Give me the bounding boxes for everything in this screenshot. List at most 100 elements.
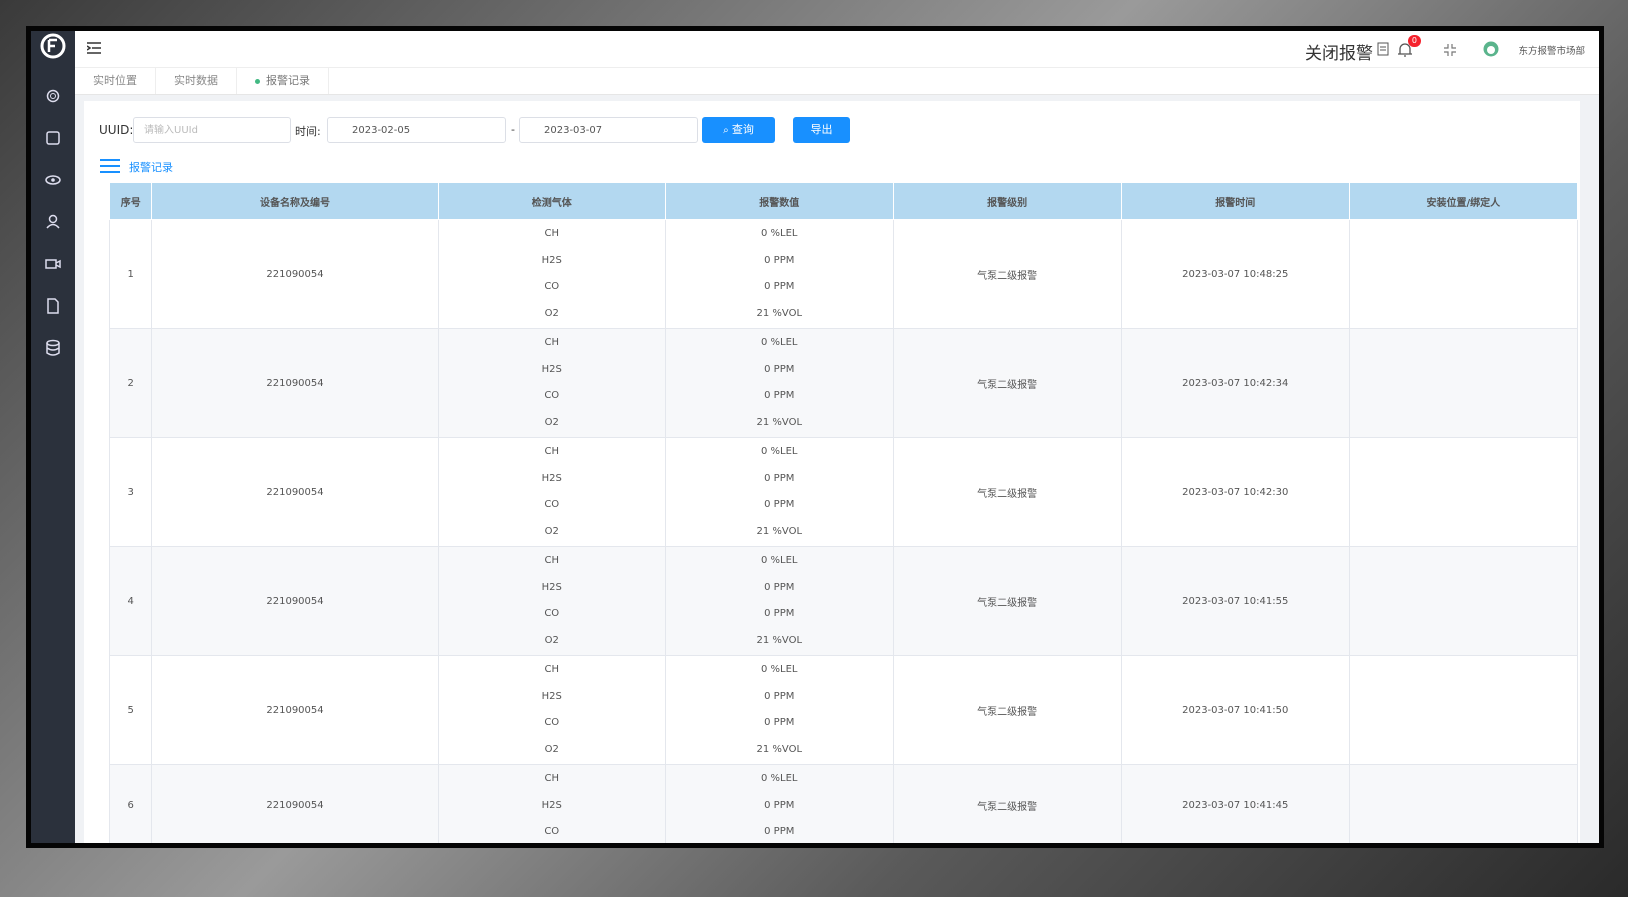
table-row: 3 221090054 CH H2S CO O2 0 %LEL 0 PPM 0 PPM 21 %V…: [108, 437, 1579, 547]
collapse-icon[interactable]: [87, 42, 101, 54]
menu-icon[interactable]: [43, 117, 63, 159]
menu-icon[interactable]: [43, 159, 63, 201]
gas: H2S: [541, 690, 562, 702]
gas: CO: [544, 826, 560, 837]
alarm-value: 0 PPM: [764, 717, 795, 728]
time-cell: 2023-03-07 10:41:55: [1120, 546, 1350, 656]
table-row: 1 221090054 CH H2S CO O2 0 %LEL 0 PPM 0 PPM 21 %V…: [108, 219, 1579, 329]
badge: 0: [1407, 35, 1421, 47]
value-cell: 0 %LEL 0 PPM 0 PPM 21 %VOL: [664, 546, 894, 656]
alarm-value: 0 PPM: [764, 581, 795, 593]
alarm-value: 0 %LEL: [761, 773, 798, 784]
menu-icon[interactable]: [43, 243, 63, 285]
alarm-value: 0 PPM: [764, 363, 795, 375]
tab[interactable]: 报警记录: [237, 68, 329, 94]
uuid-label: UUID:: [99, 123, 134, 137]
close-alarm[interactable]: 关闭报警: [1305, 44, 1373, 64]
query-button[interactable]: ⌕ 查询: [702, 117, 775, 143]
gas: CH: [544, 555, 559, 566]
location-cell: [1348, 437, 1579, 547]
index-cell: 2: [108, 328, 153, 438]
time-cell: 2023-03-07 10:48:25: [1120, 219, 1350, 329]
alarm-value: 21 %VOL: [756, 416, 803, 428]
alarm-value: 0 %LEL: [761, 555, 798, 566]
column-header: 报警级别: [892, 182, 1122, 220]
avatar[interactable]: [1483, 41, 1499, 57]
time-label: 时间:: [295, 125, 321, 138]
level-cell: 气泵二级报警: [892, 655, 1122, 765]
screen: 关闭报警 0 东方报警市场部 实时位置 实时数据 报警记录 UUID: 请输入UUI…: [31, 31, 1599, 843]
gas: CO: [544, 608, 560, 619]
gas: H2S: [541, 581, 562, 593]
gas: CH: [544, 664, 559, 675]
alarm-value: 21 %VOL: [756, 743, 803, 755]
alarm-value: 0 PPM: [764, 281, 795, 292]
column-header: 检测气体: [437, 182, 666, 220]
gas-cell: CH H2S CO O2: [437, 437, 666, 547]
gas: CH: [544, 337, 559, 348]
column-header: 安装位置/绑定人: [1348, 182, 1579, 220]
bell-icon[interactable]: [1397, 42, 1413, 58]
table-row: 5 221090054 CH H2S CO O2 0 %LEL 0 PPM 0 PPM 21 %V…: [108, 655, 1579, 765]
export-button[interactable]: 导出: [793, 117, 850, 143]
device-cell: 221090054: [151, 437, 439, 547]
gas: CO: [544, 499, 560, 510]
location-cell: [1348, 764, 1579, 843]
gas: O2: [544, 743, 559, 755]
alarm-value: 0 %LEL: [761, 664, 798, 675]
alarm-value: 0 %LEL: [761, 337, 798, 348]
query-label: 查询: [731, 123, 754, 136]
index-cell: 3: [108, 437, 153, 547]
gas: O2: [544, 634, 559, 646]
index-cell: 4: [108, 546, 153, 656]
alarm-value: 0 PPM: [764, 390, 795, 401]
index-cell: 5: [108, 655, 153, 765]
gas: O2: [544, 307, 559, 319]
alarm-value: 0 PPM: [764, 472, 795, 484]
table-row: 4 221090054 CH H2S CO O2 0 %LEL 0 PPM 0 PPM 21 %V…: [108, 546, 1579, 656]
value-cell: 0 %LEL 0 PPM 0 PPM 21 %VOL: [664, 328, 894, 438]
user-name[interactable]: 东方报警市场部: [1518, 46, 1585, 57]
uuid-input[interactable]: 请输入UUId: [133, 117, 291, 143]
menu-icon[interactable]: [43, 285, 63, 327]
menu-icon[interactable]: [43, 201, 63, 243]
alarm-value: 21 %VOL: [756, 307, 803, 319]
menu-icon[interactable]: [43, 327, 63, 369]
level-cell: 气泵二级报警: [892, 328, 1122, 438]
gas-cell: CH H2S CO O2: [437, 219, 666, 329]
alarm-value: 0 PPM: [764, 499, 795, 510]
location-cell: [1348, 328, 1579, 438]
alarm-value: 21 %VOL: [756, 525, 803, 537]
gas: CH: [544, 228, 559, 239]
main: 关闭报警 0 东方报警市场部 实时位置 实时数据 报警记录 UUID: 请输入UUI…: [75, 31, 1599, 843]
gas: CO: [544, 390, 560, 401]
location-cell: [1348, 546, 1579, 656]
table-row: 2 221090054 CH H2S CO O2 0 %LEL 0 PPM 0 PPM 21 %V…: [108, 328, 1579, 438]
tab[interactable]: 实时位置: [75, 68, 156, 94]
menu-icon[interactable]: [43, 75, 63, 117]
end-date[interactable]: 2023-03-07: [519, 117, 698, 143]
column-header: 设备名称及编号: [151, 182, 439, 220]
device-cell: 221090054: [151, 655, 439, 765]
gas: CH: [544, 446, 559, 457]
alarm-value: 0 PPM: [764, 608, 795, 619]
value-cell: 0 %LEL 0 PPM 0 PPM 21 %VOL: [664, 655, 894, 765]
level-cell: 气泵二级报警: [892, 764, 1122, 843]
location-cell: [1348, 655, 1579, 765]
sidebar: [31, 31, 75, 843]
gas: CO: [544, 281, 560, 292]
start-date[interactable]: 2023-02-05: [327, 117, 506, 143]
list-icon: [100, 159, 120, 173]
doc-icon[interactable]: [1377, 42, 1389, 56]
gas: H2S: [541, 254, 562, 266]
shrink-icon[interactable]: [1443, 43, 1457, 57]
table-header: 序号 设备名称及编号 检测气体 报警数值 报警级别 报警时间 安装位置/绑定人: [108, 182, 1579, 220]
tab[interactable]: 实时数据: [156, 68, 237, 94]
device-cell: 221090054: [151, 328, 439, 438]
gas: CH: [544, 773, 559, 784]
alarm-value: 0 PPM: [764, 799, 795, 811]
alarm-table: 序号 设备名称及编号 检测气体 报警数值 报警级别 报警时间 安装位置/绑定人 1 221090…: [108, 182, 1579, 843]
gas: CO: [544, 717, 560, 728]
column-header: 报警时间: [1120, 182, 1350, 220]
table-row: 6 221090054 CH H2S CO 0 %LEL 0 PPM 0 PPM 气泵二级报警 2…: [108, 764, 1579, 843]
